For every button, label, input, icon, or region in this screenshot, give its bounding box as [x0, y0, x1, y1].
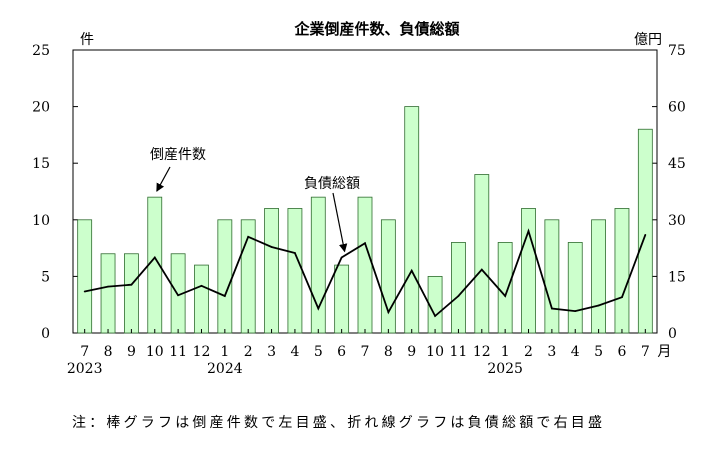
- line-point: [644, 233, 647, 236]
- x-axis-tick-label: 9: [127, 344, 136, 360]
- x-axis-tick-label: 8: [384, 344, 393, 360]
- x-axis-tick-label: 3: [267, 344, 276, 360]
- bar: [591, 219, 606, 334]
- line-point: [457, 295, 460, 297]
- x-axis-tick-label: 5: [314, 344, 323, 360]
- bar: [544, 219, 560, 334]
- left-axis-tick-label: 5: [41, 269, 50, 285]
- annotation-arrow-liabilities: [332, 192, 348, 253]
- line-point: [107, 285, 109, 288]
- left-axis-tick-label: 25: [32, 43, 50, 59]
- bar: [474, 174, 490, 334]
- line-point: [177, 294, 180, 297]
- line-point: [574, 310, 577, 313]
- line-point: [597, 304, 600, 307]
- bar: [637, 128, 653, 334]
- line-point: [317, 307, 320, 310]
- line-point: [550, 307, 553, 310]
- x-axis-tick-label: 10: [426, 344, 444, 360]
- line-point: [504, 295, 507, 297]
- bar: [264, 208, 279, 334]
- x-axis-unit: 月: [657, 344, 671, 360]
- bar: [451, 242, 466, 334]
- x-axis-tick-label: 1: [501, 344, 510, 360]
- line-point: [364, 242, 366, 245]
- x-axis-tick-label: 2: [244, 344, 253, 360]
- left-axis-tick-label: 20: [32, 100, 50, 116]
- x-axis-tick-label: 5: [594, 344, 603, 360]
- x-axis-tick-label: 7: [641, 344, 650, 360]
- chart-title: 企業倒産件数、負債総額: [293, 20, 459, 38]
- bar: [521, 208, 536, 334]
- line-point: [223, 295, 226, 297]
- annotations: 倒産件数 負債総額: [150, 147, 360, 192]
- line-point: [294, 252, 296, 254]
- line-point: [527, 230, 530, 233]
- line-point: [83, 290, 86, 293]
- x-axis-tick-label: 12: [473, 344, 491, 360]
- left-axis-tick-label: 0: [41, 326, 50, 342]
- annotation-arrow-bankruptcies: [156, 166, 171, 192]
- bar: [357, 196, 373, 334]
- x-axis-tick-label: 12: [193, 344, 211, 360]
- x-axis-tick-label: 8: [104, 344, 113, 360]
- footnote: 注：棒グラフは倒産件数で左目盛、折れ線グラフは負債総額で右目盛: [72, 415, 606, 431]
- annotation-label-bankruptcies: 倒産件数: [150, 147, 206, 163]
- x-axis-tick-label: 7: [361, 344, 370, 360]
- right-axis-tick-label: 45: [668, 156, 686, 172]
- x-axis-tick-label: 11: [450, 344, 468, 360]
- line-point: [340, 256, 343, 259]
- line-point: [270, 246, 273, 248]
- left-axis-tick-label: 10: [32, 213, 50, 229]
- line-point: [434, 315, 436, 317]
- bar: [380, 219, 396, 334]
- left-axis-tick-label: 15: [32, 156, 50, 172]
- line-point: [621, 296, 623, 299]
- line-point: [247, 235, 250, 238]
- bar: [404, 106, 420, 334]
- x-axis-tick-label: 3: [547, 344, 556, 360]
- x-axis-tick-label: 6: [337, 344, 346, 360]
- right-axis-tick-label: 0: [668, 326, 677, 342]
- line-point: [387, 311, 390, 314]
- x-axis-year-label: 2023: [67, 361, 103, 377]
- bar: [310, 196, 326, 334]
- left-axis-unit: 件: [80, 32, 94, 48]
- x-axis-tick-label: 7: [80, 344, 89, 360]
- bar: [194, 264, 209, 334]
- right-axis-tick-label: 30: [668, 213, 686, 229]
- bar: [567, 242, 583, 334]
- x-axis-tick-label: 2: [524, 344, 533, 360]
- line-point: [200, 284, 203, 287]
- bar: [77, 219, 93, 334]
- x-axis-year-label: 2024: [207, 361, 243, 377]
- bar: [497, 242, 513, 334]
- right-axis-tick-label: 60: [668, 100, 686, 116]
- x-axis-tick-label: 11: [169, 344, 187, 360]
- right-axis-tick-label: 75: [668, 43, 686, 59]
- right-axis-unit: 億円: [634, 32, 662, 48]
- bar: [334, 264, 350, 334]
- line-point: [130, 283, 133, 286]
- bar: [217, 219, 233, 334]
- bar: [287, 208, 303, 334]
- line-point: [153, 256, 156, 259]
- bar: [124, 253, 139, 334]
- x-axis-year-label: 2025: [487, 361, 523, 377]
- line-point: [410, 269, 413, 272]
- x-axis-tick-label: 1: [220, 344, 229, 360]
- x-axis-tick-label: 6: [617, 344, 626, 360]
- bar: [100, 253, 116, 334]
- x-axis-tick-label: 4: [290, 344, 299, 360]
- right-axis-tick-label: 15: [668, 269, 686, 285]
- annotation-label-total-liabilities: 負債総額: [304, 176, 360, 192]
- x-axis-tick-label: 9: [407, 344, 416, 360]
- bar: [614, 208, 630, 334]
- x-axis-tick-label: 4: [571, 344, 580, 360]
- x-axis-tick-label: 10: [146, 344, 164, 360]
- line-point: [480, 268, 483, 271]
